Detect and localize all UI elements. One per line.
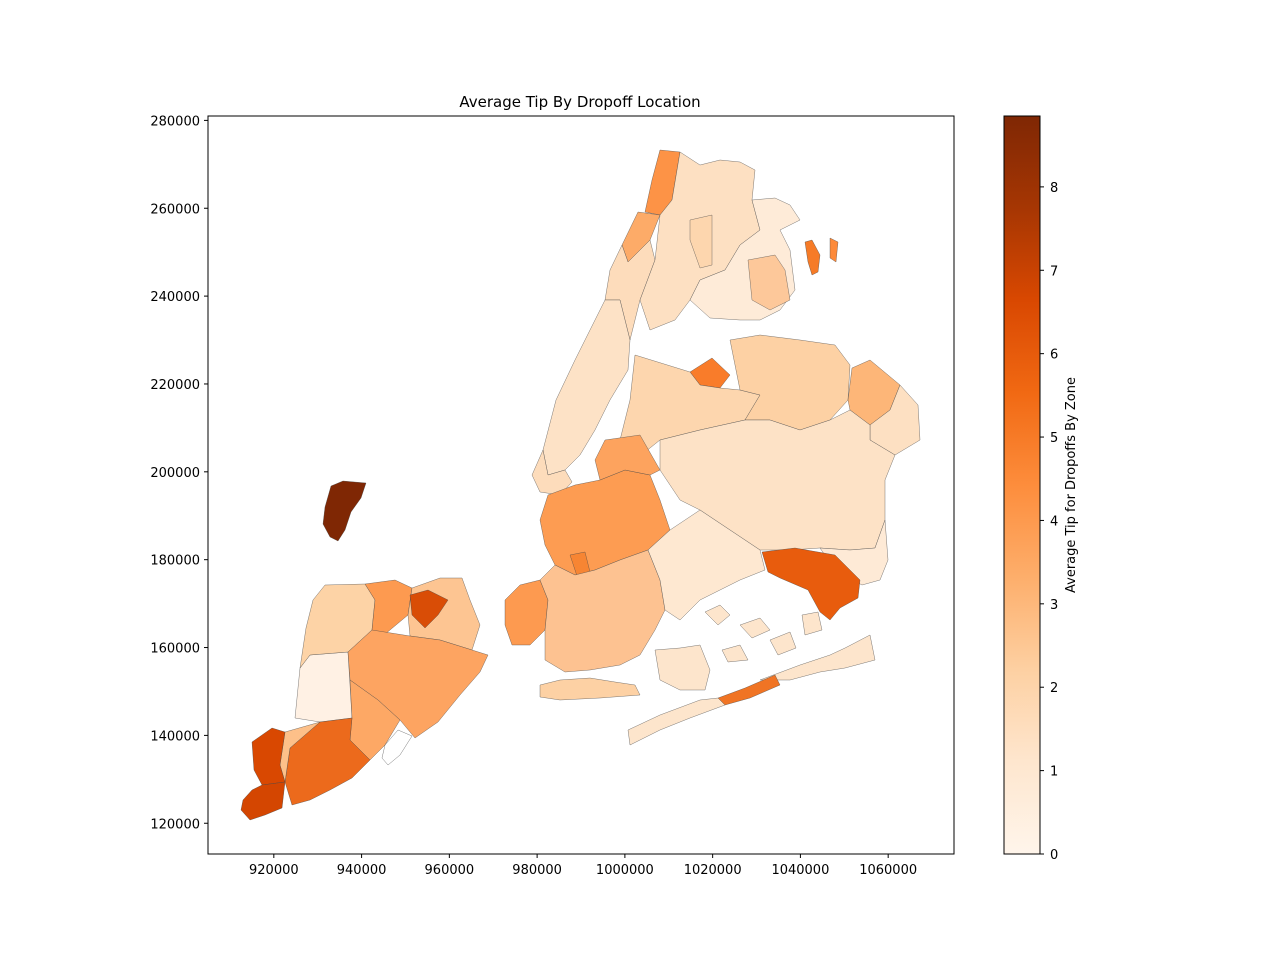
colorbar-ticks: 0 1 2 3 4 5 6 7 8 [1040,181,1058,863]
zone-brooklyn-north[interactable] [594,434,661,481]
zone-brooklyn-coney-island[interactable] [539,677,641,701]
zone-manhattan-mid[interactable] [542,299,631,476]
chart-title: Average Tip By Dropoff Location [459,93,700,111]
zone-staten-island-southwest-tip[interactable] [240,781,286,821]
x-tick-label: 1020000 [684,863,742,878]
colorbar-label: Average Tip for Dropoffs By Zone [1064,377,1079,593]
y-tick-label: 120000 [150,817,200,832]
zone-manhattan-upper[interactable] [604,239,656,341]
map-regions [240,149,921,821]
zone-brooklyn-south[interactable] [539,549,666,673]
colorbar-tick-label: 2 [1050,681,1058,696]
zone-staten-island-south-shore-west[interactable] [251,727,286,786]
zone-staten-island-north-central[interactable] [364,579,413,641]
zone-jfk-airport[interactable] [761,547,861,621]
colorbar-tick-label: 8 [1050,181,1058,196]
x-tick-label: 1060000 [859,863,917,878]
zone-rockaway[interactable] [717,674,781,706]
zone-brooklyn-east[interactable] [647,509,766,621]
zone-newark-airport[interactable] [322,480,367,542]
zone-city-island[interactable] [804,239,821,276]
x-tick-label: 980000 [512,863,562,878]
colorbar-tick-label: 5 [1050,431,1058,446]
colorbar-tick-label: 4 [1050,514,1058,529]
x-axis: 920000 940000 960000 980000 1000000 1020000 10… [249,854,917,878]
colorbar-tick-label: 7 [1050,264,1058,279]
y-tick-label: 160000 [150,642,200,657]
y-tick-label: 180000 [150,554,200,569]
zone-staten-island-north-east[interactable] [409,589,449,629]
zone-hart-island[interactable] [829,237,839,263]
zone-breezy-point[interactable] [627,697,726,746]
colorbar-tick-label: 6 [1050,348,1058,363]
y-tick-label: 220000 [150,378,200,393]
y-tick-label: 240000 [150,290,200,305]
y-axis: 120000 140000 160000 180000 200000 220000 2400… [150,114,208,832]
zone-jamaica-bay-islands[interactable] [704,604,823,663]
colorbar-tick-label: 0 [1050,848,1058,863]
x-tick-label: 940000 [337,863,387,878]
axes-frame [207,115,955,855]
y-tick-label: 260000 [150,202,200,217]
colorbar [1003,115,1041,855]
x-tick-label: 1040000 [771,863,829,878]
colorbar-tick-label: 1 [1050,765,1058,780]
zone-queens-northeast[interactable] [729,334,851,431]
x-tick-label: 920000 [249,863,299,878]
zone-staten-island-east[interactable] [347,629,489,739]
zone-brooklyn-southwest[interactable] [504,579,549,646]
zone-bronx-central[interactable] [689,214,713,269]
y-tick-label: 280000 [150,114,200,129]
zone-brooklyn-canarsie[interactable] [654,644,711,691]
y-tick-label: 200000 [150,466,200,481]
colorbar-tick-label: 3 [1050,598,1058,613]
x-tick-label: 1000000 [596,863,654,878]
x-tick-label: 960000 [425,863,475,878]
y-tick-label: 140000 [150,729,200,744]
zone-rockaway-east[interactable] [759,634,876,681]
zone-bronx-southeast[interactable] [747,254,791,311]
zone-staten-island-great-kills[interactable] [381,729,413,766]
